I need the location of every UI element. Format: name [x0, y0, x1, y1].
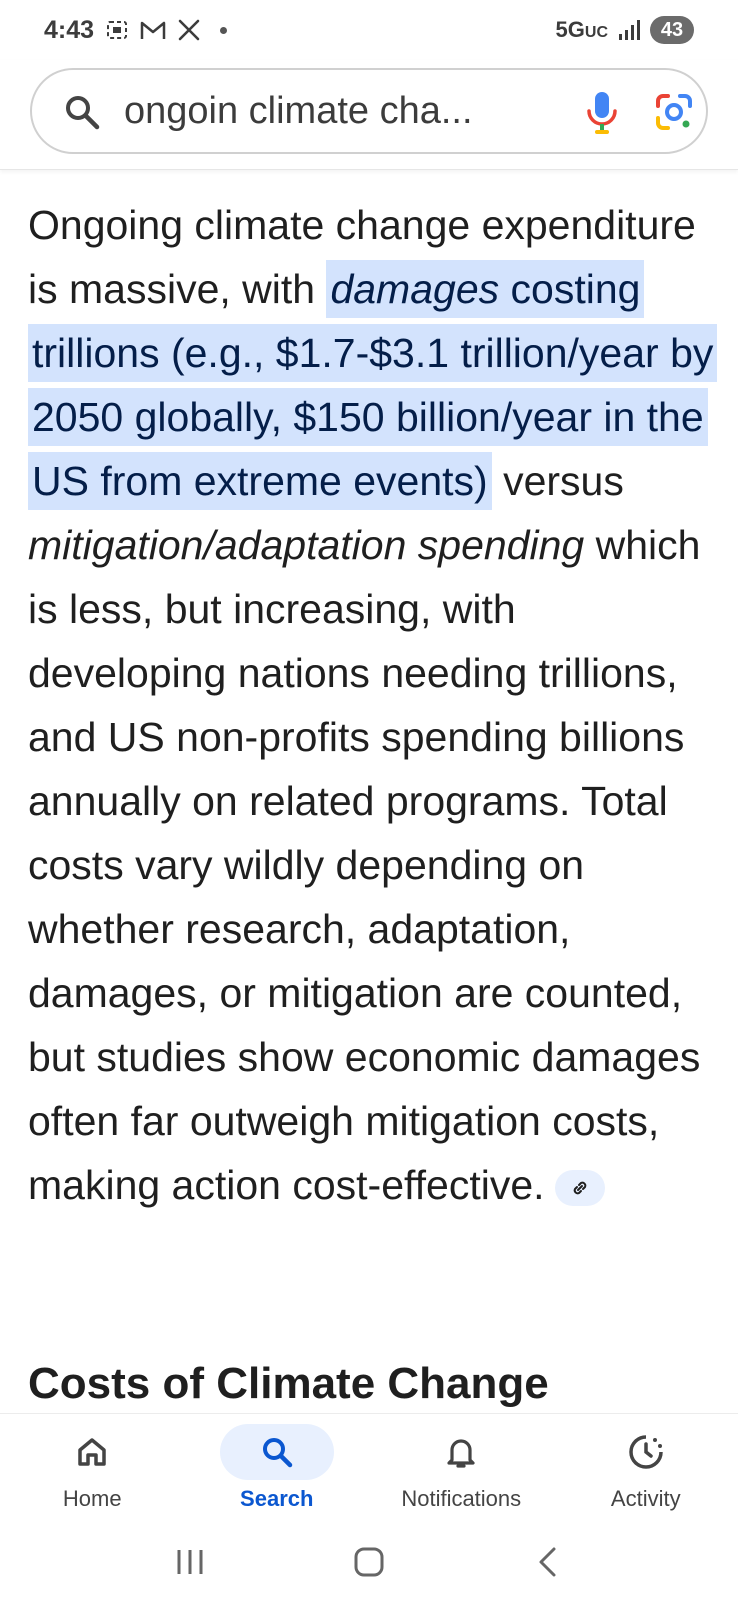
- results-content: Ongoing climate change expenditure is ma…: [0, 171, 738, 1413]
- nav-search-pill: [219, 1424, 334, 1480]
- signal-icon: [616, 17, 642, 43]
- highlighted-rest: costing trillions (e.g., $1.7-$3.1 trill…: [32, 266, 714, 504]
- ai-overview-text: Ongoing climate change expenditure is ma…: [28, 193, 718, 1217]
- nav-activity[interactable]: Activity: [554, 1414, 738, 1523]
- home-icon: [78, 1438, 106, 1466]
- nav-home-pill: [35, 1424, 149, 1480]
- bell-icon: [447, 1439, 475, 1468]
- nav-search[interactable]: Search: [185, 1414, 370, 1523]
- nav-notifications-label: Notifications: [401, 1486, 522, 1511]
- nav-notifications[interactable]: Notifications: [369, 1414, 554, 1523]
- system-nav-bar: [0, 1523, 738, 1600]
- source-link-chip[interactable]: [554, 1170, 605, 1207]
- answer-connector: versus: [491, 458, 624, 504]
- network-type: 5G: [555, 17, 585, 42]
- nav-activity-pill: [589, 1424, 703, 1480]
- more-notifications-dot: [220, 26, 228, 34]
- battery-badge: 43: [650, 16, 694, 44]
- mic-icon[interactable]: [582, 90, 622, 136]
- nav-notifications-pill: [404, 1424, 518, 1480]
- home-button[interactable]: [344, 1542, 394, 1582]
- recent-apps-button[interactable]: [165, 1542, 215, 1582]
- lens-icon[interactable]: [654, 92, 694, 132]
- nav-home-label: Home: [62, 1486, 122, 1511]
- search-icon: [262, 1438, 292, 1468]
- status-left: 4:43: [44, 15, 228, 45]
- nav-home[interactable]: Home: [0, 1414, 185, 1523]
- status-time: 4:43: [44, 15, 95, 44]
- section-heading: Costs of Climate Change: [28, 1359, 549, 1408]
- search-box[interactable]: ongoin climate cha...: [30, 68, 708, 154]
- link-icon: [573, 1181, 586, 1195]
- activity-icon: [629, 1435, 663, 1469]
- screenshot-icon: [104, 17, 130, 43]
- recents-icon: [177, 1549, 203, 1574]
- home-square-icon: [354, 1547, 384, 1576]
- x-app-icon: [176, 17, 202, 43]
- nav-search-label: Search: [240, 1486, 314, 1511]
- bottom-nav: Home Search Notifications Activity: [0, 1413, 738, 1523]
- gmail-icon: [140, 17, 166, 43]
- nav-activity-label: Activity: [610, 1486, 681, 1511]
- search-query[interactable]: ongoin climate cha...: [124, 90, 473, 132]
- status-bar: 4:43 5GUC 43: [0, 0, 738, 60]
- status-right: 5GUC 43: [556, 16, 694, 44]
- highlighted-italic: damages: [330, 266, 500, 312]
- search-icon[interactable]: [62, 92, 102, 132]
- back-button[interactable]: [523, 1542, 573, 1582]
- answer-intro: Ongoing climate change expenditure is ma…: [28, 202, 696, 312]
- answer-italic-phrase: mitigation/adaptation spending: [28, 522, 585, 568]
- network-subtype: UC: [584, 24, 608, 41]
- answer-body: which is less, but increasing, with deve…: [28, 522, 701, 1208]
- back-chevron-icon: [539, 1547, 556, 1576]
- search-header: ongoin climate cha...: [0, 60, 738, 170]
- network-indicator: 5GUC: [556, 17, 608, 43]
